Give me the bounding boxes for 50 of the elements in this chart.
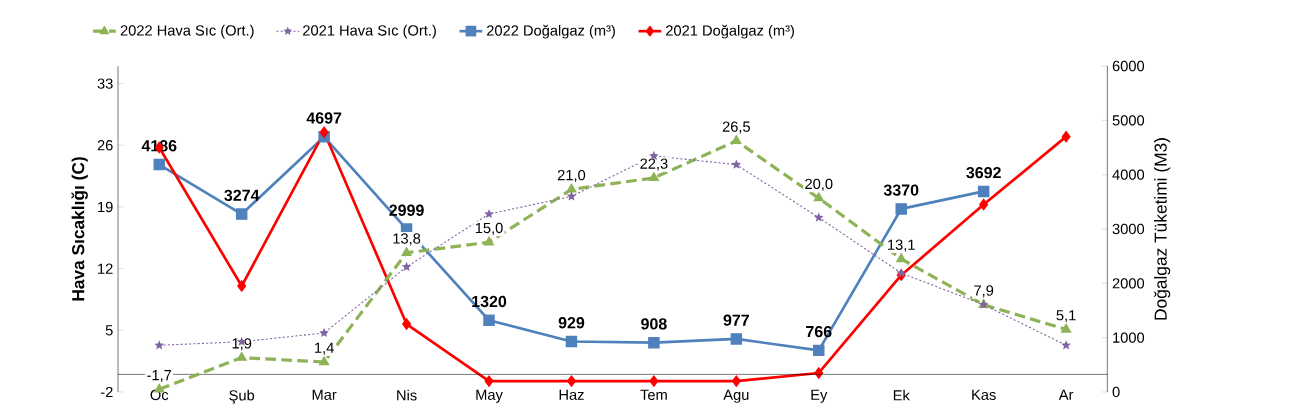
x-tick-label: Ar: [1058, 389, 1074, 400]
x-tick-label: Şub: [229, 389, 255, 404]
x-tick-label: May: [476, 389, 503, 403]
data-label: 929: [558, 317, 585, 329]
data-label: 20,0: [805, 178, 833, 191]
y2-axis-title: Doğalgaz Tüketimi (M3): [1153, 138, 1171, 320]
y2-tick-label: 4000: [1112, 169, 1145, 180]
data-label: 3692: [966, 166, 1001, 179]
data-label: -1,7: [147, 370, 172, 383]
x-tick-label: Mar: [312, 389, 337, 400]
data-label: 21,0: [557, 169, 586, 183]
y2-tick-label: 0: [1112, 386, 1120, 398]
y-axis-title: Hava Sıcaklığı (C): [71, 157, 88, 301]
data-label: 7,9: [974, 285, 994, 298]
data-label: 5,1: [1056, 310, 1076, 323]
data-label: 26,5: [722, 121, 750, 134]
x-tick-label: Tem: [640, 389, 667, 400]
y2-tick-label: 1000: [1113, 332, 1145, 343]
data-label: 22,3: [640, 158, 668, 171]
y2-tick-label: 3000: [1112, 223, 1145, 235]
y2-tick-label: 2000: [1112, 278, 1145, 289]
data-label: 1320: [472, 295, 507, 308]
y-tick-label: 19: [98, 201, 113, 213]
legend-label: 2021 Doğalgaz (m³): [666, 24, 794, 39]
y-tick-label: 5: [105, 325, 113, 336]
data-label: 1,4: [315, 342, 334, 355]
legend-label: 2022 Doğalgaz (m³): [486, 24, 615, 39]
data-label: 13,1: [888, 239, 915, 252]
x-tick-label: Agu: [723, 389, 749, 403]
data-label: 13,8: [393, 233, 421, 246]
x-tick-label: Nis: [397, 389, 417, 401]
data-label: 1,9: [232, 338, 252, 351]
data-label: 3274: [224, 189, 260, 202]
data-label: 3370: [883, 184, 919, 196]
y2-tick-label: 5000: [1112, 115, 1145, 126]
data-label: 4697: [306, 112, 342, 124]
data-label: 977: [723, 314, 749, 326]
y-tick-label: -2: [100, 386, 113, 398]
y-tick-label: 33: [97, 78, 113, 89]
x-tick-label: Ey: [811, 389, 828, 403]
y-tick-label: 12: [98, 263, 113, 274]
data-label: 15,0: [475, 222, 503, 235]
legend-label: 2022 Hava Sıc (Ort.): [120, 24, 254, 39]
x-tick-label: Kas: [972, 389, 996, 400]
x-tick-label: Ek: [893, 389, 910, 401]
data-label: 908: [641, 318, 667, 330]
y2-tick-label: 6000: [1112, 60, 1145, 72]
y-tick-label: 26: [97, 140, 113, 151]
legend-label: 2021 Hava Sıc (Ort.): [303, 24, 436, 39]
x-tick-label: Haz: [559, 389, 584, 400]
